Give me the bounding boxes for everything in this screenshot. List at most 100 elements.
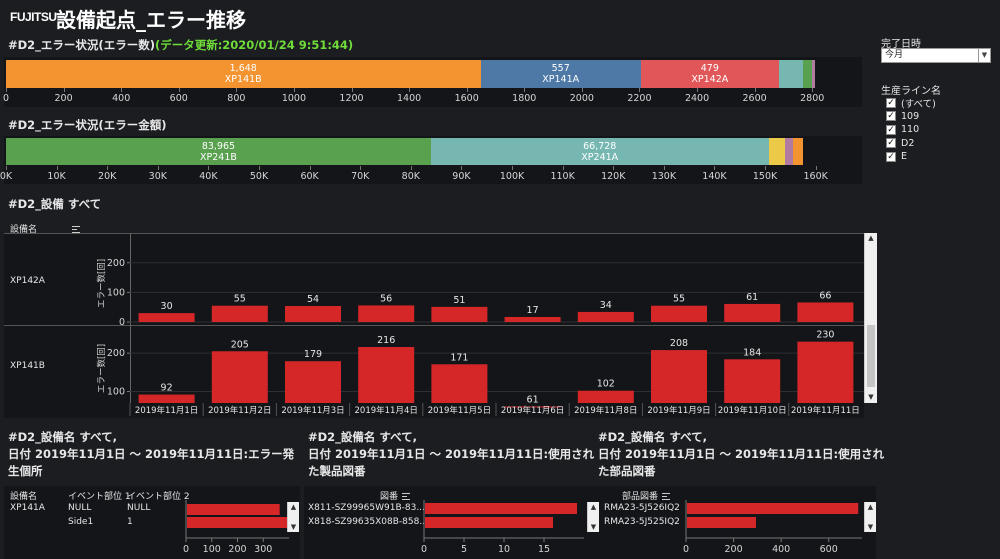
- bar-xp141b-7: [651, 350, 707, 403]
- bar-value-label: 54: [307, 294, 319, 305]
- axis-tick-mark: [259, 166, 261, 170]
- stacked-segment-xp241a: 66,728 XP241A: [430, 138, 769, 165]
- y-axis-label: エラー数[回]: [96, 259, 107, 308]
- product-item-2: X818-SZ99635X08B-858...: [308, 517, 428, 527]
- scroll-up-icon[interactable]: ▲: [288, 502, 299, 512]
- checkbox-checked-icon[interactable]: ✓: [886, 97, 896, 108]
- error-count-axis: 0 200 400 600 800 1000 1200 1400 1600 1800 2000 220…: [3, 88, 841, 106]
- line-filter-option-label: D2: [901, 137, 915, 149]
- axis-tick-label: 30K: [148, 171, 167, 182]
- x-tick-label: 2019年11月8日: [574, 405, 637, 416]
- bar-xp142a-9: [797, 302, 854, 322]
- axis-tick-mark: [512, 166, 514, 170]
- loc-header-part2: イベント部位 2: [127, 492, 190, 502]
- parts-bar-chart: 0 200 400 600: [683, 500, 862, 555]
- x-tick-label: 200: [724, 544, 742, 555]
- scroll-down-icon[interactable]: ▼: [288, 522, 299, 532]
- x-tick-label: 2019年11月3日: [281, 405, 344, 416]
- y-tick-label: 200: [107, 258, 125, 269]
- axis-tick-mark: [714, 166, 716, 170]
- bar-xp141b-0: [138, 394, 195, 403]
- segment-value-label: 479: [700, 63, 719, 74]
- date-filter-select[interactable]: 今月 ▼: [881, 48, 991, 63]
- error-count-panel: 1,648 XP141B 557 XP141A 479 XP142A 0 200 400 600…: [3, 57, 862, 107]
- scrollbar-thumb[interactable]: [867, 325, 875, 387]
- axis-tick-mark: [409, 88, 411, 92]
- axis-tick-mark: [581, 88, 583, 92]
- parts-scrollbar[interactable]: ▲ ▼: [864, 502, 876, 532]
- scroll-down-icon[interactable]: ▼: [588, 522, 599, 532]
- products-header: 図番: [380, 489, 411, 502]
- line-filter-option[interactable]: ✓ (すべて): [886, 96, 936, 110]
- axis-tick-mark: [697, 88, 699, 92]
- products-header-label: 図番: [380, 492, 399, 502]
- bar-value-label: 92: [161, 383, 173, 394]
- locations-scrollbar[interactable]: ▲ ▼: [287, 502, 299, 532]
- hbar-0: [187, 504, 280, 515]
- error-amount-stacked-bar: 83,965 XP241B 66,728 XP241A: [6, 138, 841, 165]
- equipment-name-label: XP141B: [10, 361, 45, 371]
- axis-tick-label: 600: [169, 93, 188, 104]
- line-filter-option[interactable]: ✓ D2: [886, 137, 936, 150]
- bar-value-label: 55: [673, 294, 685, 305]
- bar-value-label: 179: [304, 349, 322, 360]
- axis-tick-label: 150K: [752, 171, 778, 182]
- hbar-0: [425, 503, 577, 514]
- x-tick-label: 0: [183, 544, 189, 555]
- error-count-title: #D2_エラー状況(エラー数)(データ更新:2020/01/24 9:51:44…: [8, 37, 353, 53]
- axis-tick-label: 120K: [601, 171, 626, 182]
- checkbox-checked-icon[interactable]: ✓: [886, 138, 896, 148]
- bar-xp141b-4: [431, 364, 488, 403]
- segment-value-label: 557: [551, 63, 570, 74]
- bar-value-label: 102: [597, 379, 615, 390]
- products-panel: 図番 X811-SZ99965W91B-83... X818-SZ99635X0…: [304, 486, 600, 559]
- chevron-down-icon[interactable]: ▼: [978, 49, 990, 62]
- bar-value-label: 171: [450, 352, 468, 363]
- products-scrollbar[interactable]: ▲ ▼: [587, 502, 599, 532]
- scroll-up-icon[interactable]: ▲: [865, 502, 876, 512]
- date-filter-title: 完了日時: [881, 39, 921, 50]
- scroll-down-icon[interactable]: ▼: [865, 522, 876, 532]
- line-filter-option[interactable]: ✓ 109: [886, 110, 936, 123]
- line-filter-option[interactable]: ✓ 110: [886, 123, 936, 136]
- scroll-up-icon[interactable]: ▲: [588, 502, 599, 512]
- locations-title-line1: #D2_設備名 すべて,: [8, 430, 118, 444]
- parts-title-line1: #D2_設備名 すべて,: [598, 430, 708, 444]
- line-filter-option[interactable]: ✓ E: [886, 150, 936, 163]
- axis-tick-mark: [754, 88, 756, 92]
- segment-category-label: XP241A: [581, 151, 619, 163]
- sort-icon[interactable]: [662, 493, 671, 500]
- axis-tick-mark: [293, 88, 295, 92]
- stacked-segment-other2: [784, 138, 794, 165]
- bar-value-label: 34: [600, 300, 612, 311]
- bar-value-label: 216: [377, 335, 395, 346]
- checkbox-checked-icon[interactable]: ✓: [886, 124, 896, 135]
- bar-value-label: 51: [453, 295, 465, 306]
- scroll-down-icon[interactable]: ▼: [865, 392, 877, 403]
- checkbox-checked-icon[interactable]: ✓: [886, 111, 896, 121]
- x-tick-label: 2019年11月10日: [718, 405, 787, 416]
- sort-icon[interactable]: [402, 493, 411, 500]
- loc-row1-part1: NULL: [68, 503, 92, 513]
- scroll-up-icon[interactable]: ▲: [865, 233, 877, 244]
- x-tick-label: 0: [421, 544, 427, 555]
- line-filter-title: 生産ライン名: [881, 86, 941, 97]
- bar-xp142a-2: [285, 306, 341, 322]
- checkbox-checked-icon[interactable]: ✓: [886, 151, 896, 162]
- sort-icon[interactable]: [72, 225, 80, 233]
- date-filter-value: 今月: [885, 50, 904, 60]
- x-tick-label: 600: [820, 544, 838, 555]
- bar-xp142a-3: [358, 305, 415, 322]
- equip-scrollbar[interactable]: ▲ ▼: [864, 233, 877, 403]
- hbar-0: [687, 503, 859, 514]
- bar-value-label: 61: [527, 394, 539, 405]
- x-tick-label: 10: [498, 544, 510, 555]
- y-tick-label: 200: [107, 348, 125, 359]
- segment-value-label: 83,965: [201, 140, 236, 152]
- axis-tick-mark: [663, 166, 665, 170]
- stacked-segment-other3: [793, 138, 803, 165]
- error-count-title-text: #D2_エラー状況(エラー数): [8, 38, 155, 52]
- bar-value-label: 66: [819, 290, 831, 301]
- axis-tick-mark: [360, 166, 362, 170]
- bar-value-label: 17: [527, 305, 539, 316]
